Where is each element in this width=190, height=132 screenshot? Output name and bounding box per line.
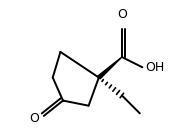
Polygon shape (98, 57, 122, 79)
Text: OH: OH (145, 61, 164, 74)
Text: O: O (117, 8, 127, 21)
Text: O: O (29, 112, 39, 125)
